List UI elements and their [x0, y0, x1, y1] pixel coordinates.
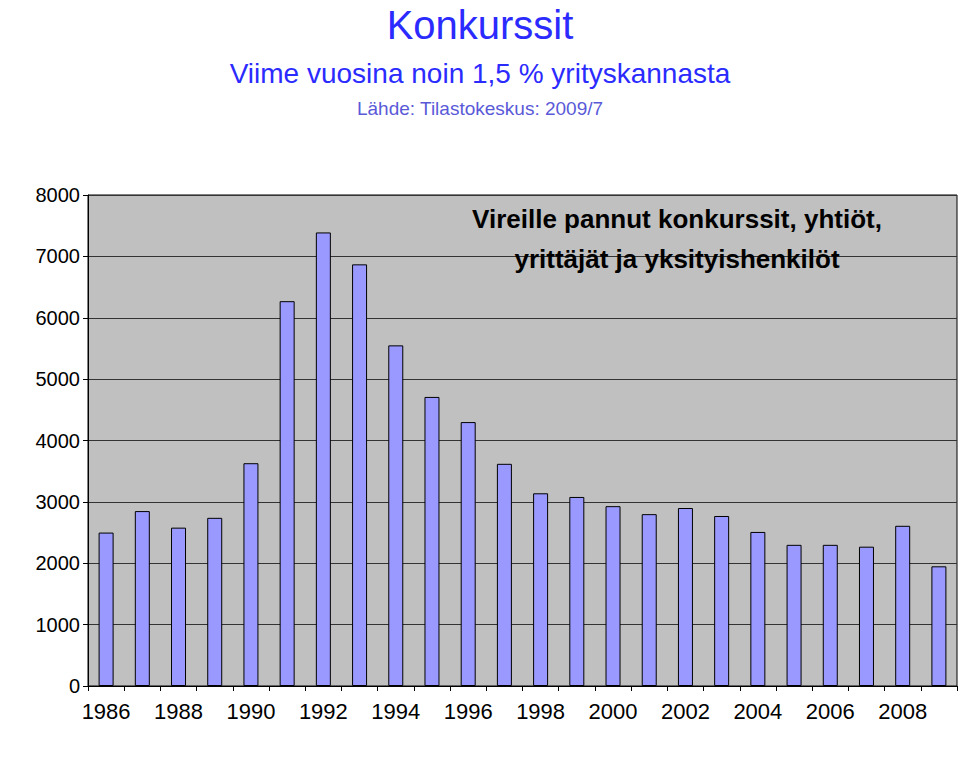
svg-text:2000: 2000 — [589, 699, 638, 724]
svg-text:2004: 2004 — [733, 699, 782, 724]
svg-text:1990: 1990 — [226, 699, 275, 724]
svg-text:1998: 1998 — [516, 699, 565, 724]
svg-text:yrittäjät ja yksityishenkilöt: yrittäjät ja yksityishenkilöt — [514, 244, 839, 274]
svg-text:Vireille pannut konkurssit, yh: Vireille pannut konkurssit, yhtiöt, — [472, 204, 882, 234]
svg-text:6000: 6000 — [36, 307, 81, 329]
svg-text:2008: 2008 — [878, 699, 927, 724]
svg-text:1986: 1986 — [82, 699, 131, 724]
svg-text:1996: 1996 — [444, 699, 493, 724]
svg-text:4000: 4000 — [36, 430, 81, 452]
svg-text:1992: 1992 — [299, 699, 348, 724]
svg-text:0: 0 — [69, 675, 80, 697]
svg-text:Lähde: Tilastokeskus: 2009/7: Lähde: Tilastokeskus: 2009/7 — [357, 98, 603, 119]
svg-text:2006: 2006 — [806, 699, 855, 724]
svg-text:7000: 7000 — [36, 245, 81, 267]
svg-text:Viime vuosina noin 1,5 % yrity: Viime vuosina noin 1,5 % yrityskannasta — [230, 58, 731, 89]
svg-text:1988: 1988 — [154, 699, 203, 724]
svg-text:1000: 1000 — [36, 614, 81, 636]
svg-text:3000: 3000 — [36, 491, 81, 513]
svg-text:1994: 1994 — [371, 699, 420, 724]
svg-text:2000: 2000 — [36, 552, 81, 574]
svg-text:8000: 8000 — [36, 184, 81, 206]
svg-text:5000: 5000 — [36, 368, 81, 390]
svg-text:Konkurssit: Konkurssit — [387, 3, 574, 47]
svg-text:2002: 2002 — [661, 699, 710, 724]
